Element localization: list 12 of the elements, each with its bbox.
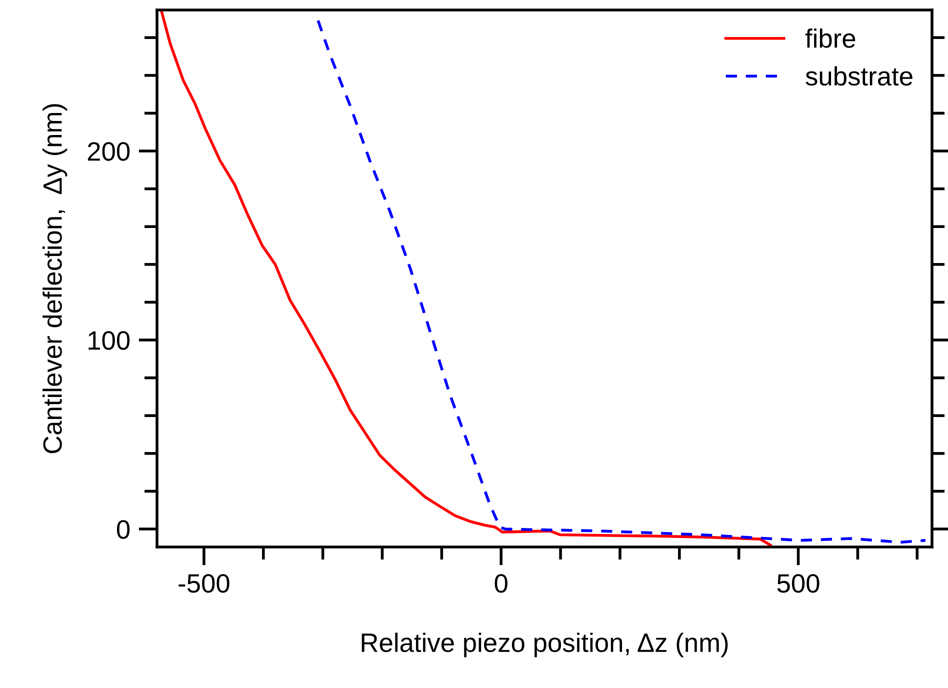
- line-series: [160, 10, 772, 546]
- line-series: [316, 19, 927, 544]
- y-tick-label: 200: [88, 142, 130, 161]
- y-tick-label: 100: [88, 331, 130, 350]
- legend-label: fibre: [805, 28, 856, 48]
- y-tick-label: 0: [116, 520, 130, 539]
- x-axis-title: Relative piezo position, Δz (nm): [362, 632, 728, 658]
- y-axis-title: Cantilever deflection, Δy (nm): [42, 104, 68, 454]
- x-tick-label: 500: [777, 574, 820, 593]
- x-tick-label: 0: [494, 574, 508, 593]
- x-tick-label: -500: [178, 574, 230, 593]
- legend-label: substrate: [806, 66, 912, 86]
